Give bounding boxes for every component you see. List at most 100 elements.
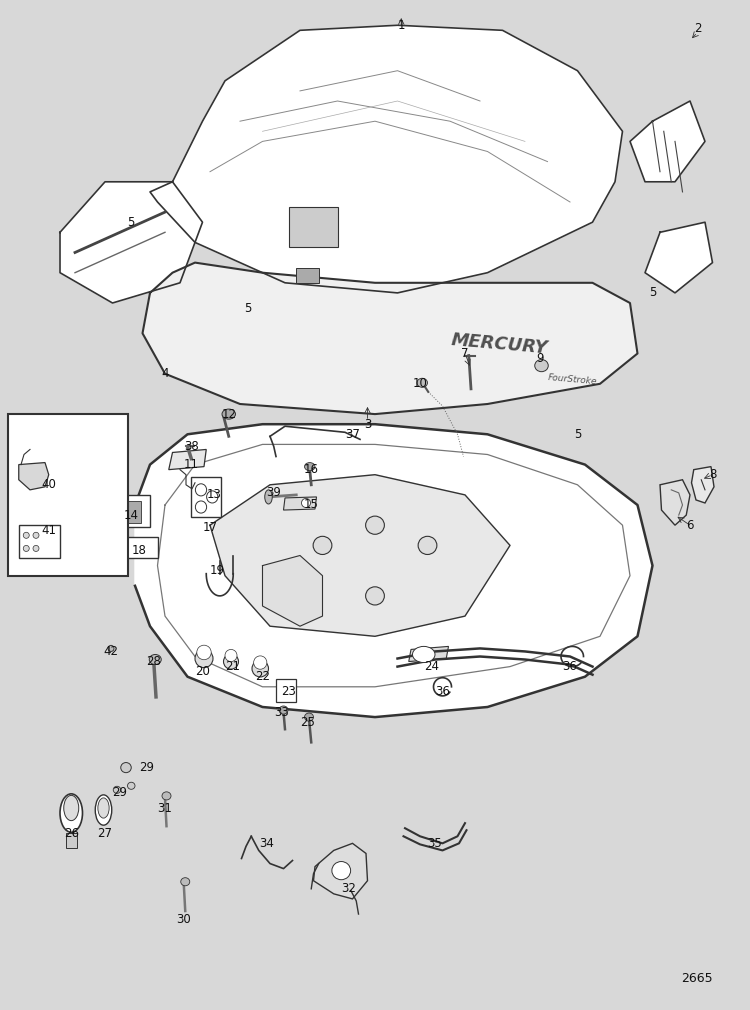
Text: 8: 8 — [709, 469, 716, 481]
Text: 20: 20 — [195, 666, 210, 678]
Text: 31: 31 — [158, 802, 172, 814]
Text: 39: 39 — [266, 487, 281, 499]
Text: 42: 42 — [104, 645, 118, 658]
Polygon shape — [276, 679, 296, 702]
Ellipse shape — [225, 649, 237, 662]
Ellipse shape — [64, 796, 79, 820]
Text: 22: 22 — [255, 671, 270, 683]
Polygon shape — [135, 424, 652, 717]
Ellipse shape — [302, 499, 310, 507]
Text: 21: 21 — [225, 661, 240, 673]
Bar — [8, 414, 128, 576]
Text: 16: 16 — [304, 464, 319, 476]
Text: 24: 24 — [424, 661, 439, 673]
Ellipse shape — [224, 654, 238, 669]
Ellipse shape — [33, 532, 39, 538]
Text: 27: 27 — [98, 827, 112, 839]
Text: 12: 12 — [221, 408, 236, 420]
Text: 32: 32 — [341, 883, 356, 895]
Polygon shape — [630, 101, 705, 182]
Ellipse shape — [195, 649, 213, 668]
Bar — [296, 268, 319, 283]
Text: 29: 29 — [112, 787, 128, 799]
Text: 2665: 2665 — [681, 972, 712, 985]
Polygon shape — [409, 646, 448, 662]
Text: 4: 4 — [161, 368, 169, 380]
Ellipse shape — [304, 463, 315, 471]
Text: 25: 25 — [300, 716, 315, 728]
Text: 40: 40 — [41, 479, 56, 491]
Polygon shape — [60, 182, 202, 303]
Ellipse shape — [366, 516, 384, 534]
Ellipse shape — [95, 795, 112, 825]
Polygon shape — [262, 556, 322, 626]
Ellipse shape — [195, 501, 206, 513]
Text: 9: 9 — [536, 352, 544, 365]
Ellipse shape — [366, 587, 384, 605]
Ellipse shape — [279, 706, 288, 714]
Polygon shape — [66, 833, 76, 848]
Polygon shape — [19, 525, 60, 558]
Polygon shape — [118, 537, 158, 558]
Text: 18: 18 — [131, 544, 146, 557]
Ellipse shape — [162, 792, 171, 800]
Polygon shape — [210, 475, 510, 636]
Text: 5: 5 — [128, 216, 135, 228]
Polygon shape — [314, 843, 368, 899]
Text: 38: 38 — [184, 440, 199, 452]
Ellipse shape — [417, 378, 428, 387]
Polygon shape — [692, 467, 714, 503]
Polygon shape — [150, 25, 622, 293]
Ellipse shape — [418, 536, 436, 554]
Text: 17: 17 — [202, 521, 217, 533]
Ellipse shape — [332, 862, 350, 880]
Text: 41: 41 — [41, 524, 56, 536]
Text: FourStroke: FourStroke — [548, 373, 598, 386]
Ellipse shape — [195, 484, 206, 496]
Ellipse shape — [60, 794, 82, 832]
Text: 2: 2 — [694, 22, 701, 34]
Text: 6: 6 — [686, 519, 694, 531]
Polygon shape — [191, 477, 221, 517]
Text: 5: 5 — [574, 428, 581, 440]
Text: 26: 26 — [64, 827, 79, 839]
Ellipse shape — [23, 532, 29, 538]
Text: 28: 28 — [146, 655, 161, 668]
Ellipse shape — [121, 763, 131, 773]
Text: 36: 36 — [562, 661, 578, 673]
Ellipse shape — [113, 786, 121, 794]
Text: 29: 29 — [139, 762, 154, 774]
Ellipse shape — [206, 491, 218, 503]
Polygon shape — [169, 449, 206, 470]
Text: 23: 23 — [281, 686, 296, 698]
Ellipse shape — [413, 646, 435, 663]
Ellipse shape — [33, 545, 39, 551]
Ellipse shape — [314, 536, 332, 554]
Text: 1: 1 — [398, 19, 405, 31]
Bar — [101, 501, 120, 523]
Text: 5: 5 — [244, 302, 251, 314]
Ellipse shape — [98, 798, 109, 818]
Ellipse shape — [222, 409, 236, 419]
Polygon shape — [284, 497, 316, 510]
Ellipse shape — [149, 654, 161, 665]
Text: 33: 33 — [274, 706, 289, 718]
Polygon shape — [142, 263, 638, 414]
Ellipse shape — [265, 490, 272, 504]
Text: 35: 35 — [427, 837, 442, 849]
Text: 5: 5 — [649, 287, 656, 299]
Text: 30: 30 — [176, 913, 191, 925]
Text: 13: 13 — [206, 489, 221, 501]
Ellipse shape — [196, 645, 211, 660]
Polygon shape — [645, 222, 712, 293]
Bar — [122, 501, 141, 523]
Text: 14: 14 — [124, 509, 139, 521]
Text: 34: 34 — [259, 837, 274, 849]
Polygon shape — [660, 480, 690, 525]
Polygon shape — [19, 463, 49, 490]
Text: 15: 15 — [304, 499, 319, 511]
Text: 37: 37 — [345, 428, 360, 440]
Text: 19: 19 — [210, 565, 225, 577]
Ellipse shape — [535, 360, 548, 372]
Ellipse shape — [23, 545, 29, 551]
